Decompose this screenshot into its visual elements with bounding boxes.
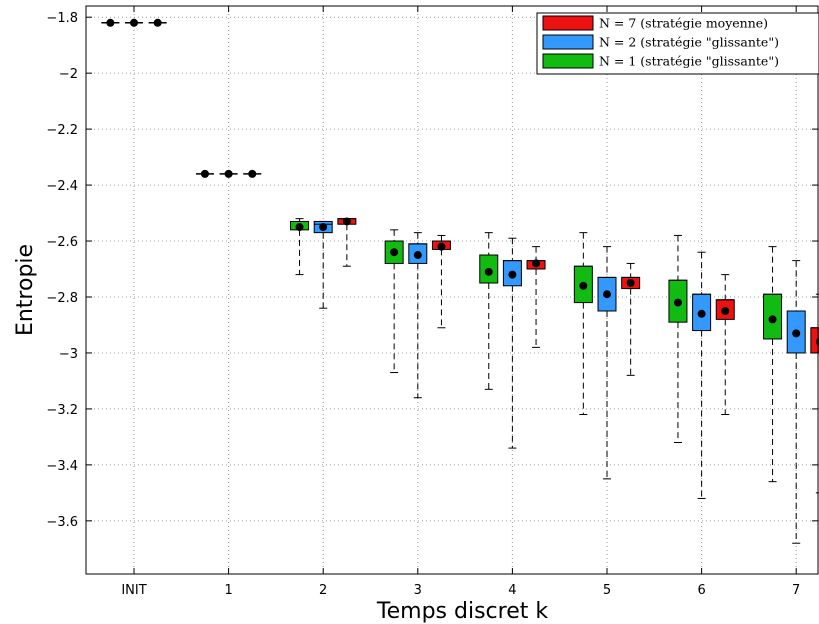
x-tick-label: 7 [792,583,800,598]
legend: N = 7 (stratégie moyenne) N = 2 (stratégi… [536,12,819,75]
x-tick-label: 4 [508,583,516,598]
x-tick-label: 6 [697,583,705,598]
mean-marker [413,251,422,260]
legend-label: N = 7 (stratégie moyenne) [599,16,768,31]
box-plot-series [101,18,819,544]
y-tick-label: −3.6 [46,515,78,530]
mean-marker [437,242,446,251]
x-tick-label: INIT [121,583,146,598]
box-group [502,237,522,449]
mean-marker [319,223,328,232]
y-tick-label: −3 [59,347,78,362]
y-tick-label: −2.2 [46,123,78,138]
box-body [810,327,819,354]
x-tick-label: 2 [319,583,327,598]
y-tick-label: −3.2 [46,403,78,418]
box-group [763,246,783,483]
series-group [148,18,819,494]
box-group [243,169,262,178]
mean-marker [768,315,777,324]
box-group [573,232,593,416]
mean-marker [153,18,162,27]
y-tick-label: −2 [59,67,78,82]
mean-marker [295,223,304,232]
box-group [786,260,806,544]
mean-marker [508,270,517,279]
box-group [597,246,617,480]
legend-swatch [542,15,594,31]
series-group [125,18,806,544]
mean-marker [792,329,801,338]
legend-label: N = 1 (stratégie "glissante") [599,54,779,69]
mean-marker [603,290,611,299]
mean-marker [106,18,115,27]
y-axis-ticks: −1.8 −2 −2.2 −2.4 −2.6 −2.8 −3 −3.2 −3.4 −3.6 [46,11,818,530]
box-group [219,169,238,178]
x-axis-title: Temps discret k [376,599,548,624]
y-tick-label: −1.8 [46,11,78,26]
box-group [337,217,357,267]
box-group [479,232,499,390]
y-tick-label: −2.6 [46,235,78,250]
x-tick-label: 1 [224,583,232,598]
legend-swatch [542,34,594,50]
plot-area-frame [85,5,819,575]
y-tick-label: −2.4 [46,179,78,194]
mean-marker [484,267,493,276]
mean-marker [248,169,257,178]
series-group [101,18,783,483]
mean-marker [342,217,351,226]
box-group [715,274,735,416]
mean-marker [200,169,209,178]
box-group [621,262,641,376]
box-group [692,251,712,499]
mean-marker [626,279,635,288]
mean-marker [390,248,399,257]
box-group [668,234,688,443]
box-group [408,232,428,399]
box-group [290,218,310,276]
mean-marker [130,18,138,27]
mean-marker [721,306,730,315]
mean-marker [673,298,682,307]
box-group [526,246,546,348]
grid-lines [86,6,819,574]
y-tick-label: −3.4 [46,459,78,474]
box-group [431,234,451,329]
legend-swatch [542,53,594,69]
mean-marker [532,259,541,268]
box-group [125,18,143,27]
legend-label: N = 2 (stratégie "glissante") [599,35,779,50]
box-group [148,18,167,27]
box-group [384,229,404,374]
y-tick-label: −2.8 [46,291,78,306]
box-group [313,220,333,309]
mean-marker [579,281,588,290]
box-group [195,169,214,178]
x-tick-label: 3 [414,583,422,598]
mean-marker [697,309,706,318]
mean-marker [224,169,233,178]
y-axis-title: Entropie [13,244,38,336]
x-axis-ticks: INIT 1 2 3 4 5 6 7 [121,6,800,598]
box-group [101,18,120,27]
x-tick-label: 5 [603,583,611,598]
